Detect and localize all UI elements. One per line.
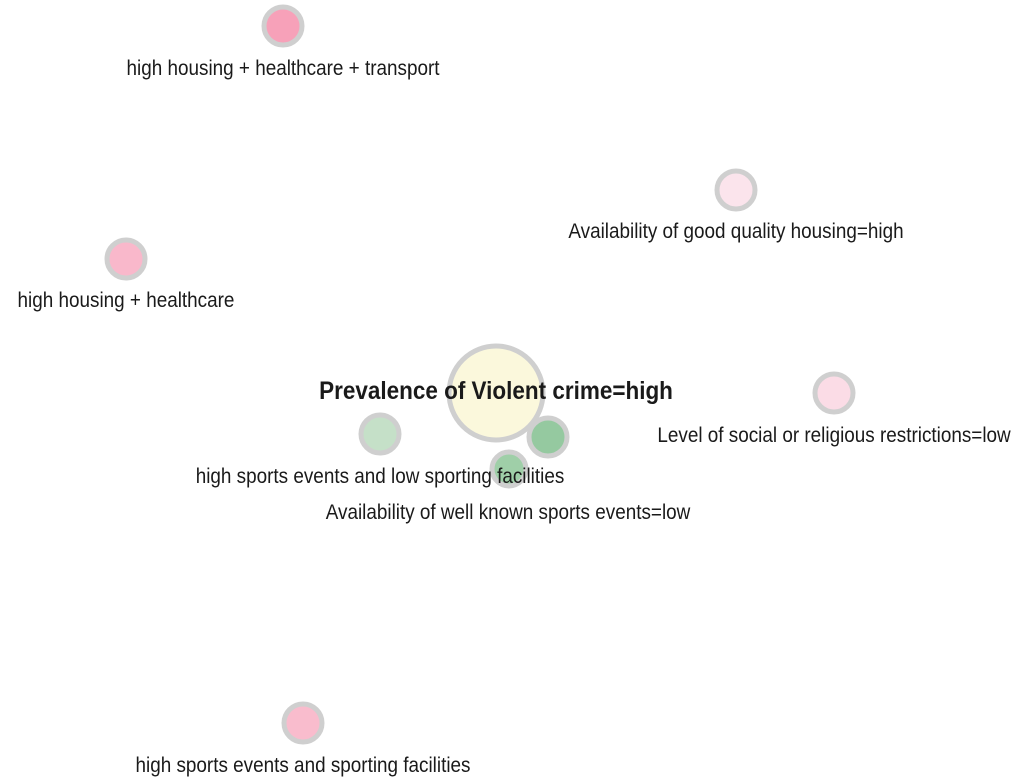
node-label-7: Availability of well known sports events… [326, 501, 691, 524]
node-circle-6[interactable] [526, 415, 570, 459]
node-circle-4[interactable] [812, 371, 856, 415]
node-label-2: Availability of good quality housing=hig… [568, 220, 903, 243]
node-circle-8[interactable] [281, 701, 325, 745]
center-node-label: Prevalence of Violent crime=high [319, 377, 673, 405]
node-circle-3[interactable] [104, 237, 148, 281]
center-node-circle[interactable] [446, 343, 546, 443]
node-circle-5[interactable] [358, 412, 402, 456]
node-label-5: high sports events and low sporting faci… [196, 465, 565, 488]
node-label-8: high sports events and sporting faciliti… [136, 754, 471, 777]
node-circle-7[interactable] [489, 449, 529, 489]
node-label-3: high housing + healthcare [18, 289, 235, 312]
node-circle-1[interactable] [261, 4, 305, 48]
node-label-1: high housing + healthcare + transport [127, 57, 440, 80]
node-label-4: Level of social or religious restriction… [657, 424, 1011, 447]
node-circle-2[interactable] [714, 168, 758, 212]
